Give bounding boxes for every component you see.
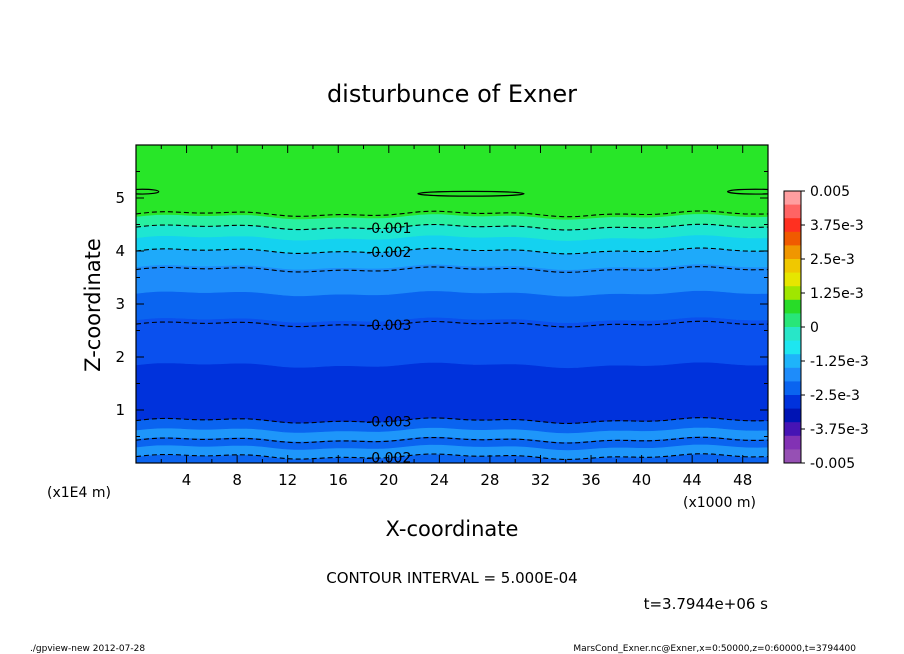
contour-band [136,361,768,424]
contour-band [136,290,768,324]
contour-line [136,453,768,460]
colorbar-swatch [784,395,801,410]
x-axis-unit: (x1000 m) [683,495,756,511]
x-tick-label: 4 [182,471,192,489]
x-tick-label: 16 [329,471,348,489]
contour-label: -0.001 [366,221,411,237]
zero-contour [136,188,160,195]
y-tick-label: 4 [115,242,125,260]
y-tick-label: 1 [115,401,125,419]
colorbar-label: 1.25e-3 [810,286,864,302]
colorbar-swatch [784,313,801,328]
colorbar-swatch [784,354,801,369]
colorbar-swatch [784,408,801,423]
footer-source: MarsCond_Exner.nc@Exner,x=0:50000,z=0:60… [573,644,856,654]
colorbar-label: 3.75e-3 [810,218,864,234]
contour-band [136,316,768,369]
colorbar-label: -1.25e-3 [810,354,869,370]
y-axis-unit: (x1E4 m) [47,485,111,501]
time-text: t=3.7944e+06 s [644,595,769,613]
colorbar-swatch [784,422,801,437]
colorbar-swatch [784,204,801,219]
colorbar-swatch [784,286,801,301]
contour-interval-text: CONTOUR INTERVAL = 5.000E-04 [326,569,577,587]
zero-contours [136,188,768,197]
contour-lines [136,210,768,460]
y-axis-title: Z-coordinate [81,238,105,372]
contour-line [136,247,768,255]
colorbar-swatch [784,272,801,287]
y-tick-label: 2 [115,348,125,366]
colorbar-swatch [784,191,801,206]
contour-band [136,145,768,220]
colorbar-swatch [784,299,801,314]
x-tick-label: 12 [278,471,297,489]
x-tick-label: 8 [232,471,242,489]
colorbar-swatch [784,218,801,233]
colorbar: 0.005 3.75e-3 2.5e-3 1.25e-3 0 -1.25e-3 -2.5e-… [783,184,869,472]
y-axis-ticks: 1 2 3 4 5 [115,144,768,437]
contour-line [136,436,768,444]
contour-label: -0.003 [366,415,411,431]
colorbar-swatch [784,340,801,355]
x-tick-label: 40 [632,471,651,489]
zero-contour [417,190,525,197]
contour-line [136,266,768,273]
colorbar-swatch [784,245,801,260]
contour-line [136,320,768,328]
y-tick-label: 3 [115,295,125,313]
x-tick-label: 48 [733,471,752,489]
colorbar-label: -3.75e-3 [810,422,869,438]
x-axis-ticks: 4 8 12 16 20 24 28 32 36 40 44 48 [160,145,769,489]
colorbar-label: 0 [810,320,819,336]
x-axis-title: X-coordinate [386,517,519,541]
contour-line [136,417,768,424]
colorbar-label: 2.5e-3 [810,252,855,268]
contour-label: -0.003 [366,318,411,334]
x-tick-label: 24 [430,471,449,489]
contour-label: -0.002 [366,245,411,261]
contour-line [136,210,768,218]
x-tick-label: 28 [480,471,499,489]
colorbar-swatch [784,435,801,450]
x-tick-label: 36 [581,471,600,489]
zero-contour [726,188,768,195]
colorbar-swatch [784,327,801,342]
colorbar-swatch [784,231,801,246]
x-tick-label: 32 [531,471,550,489]
colorbar-label: -0.005 [810,456,855,472]
chart-title: disturbunce of Exner [327,80,577,108]
contour-line [136,223,768,231]
contour-fill-bands [136,145,768,463]
x-tick-label: 20 [379,471,398,489]
y-tick-label: 5 [115,189,125,207]
colorbar-swatch [784,381,801,396]
colorbar-swatch [784,367,801,382]
colorbar-label: -2.5e-3 [810,388,860,404]
footer-program: ./gpview-new 2012-07-28 [30,644,145,654]
colorbar-swatch [784,449,801,464]
x-tick-label: 44 [683,471,702,489]
colorbar-swatch [784,259,801,274]
colorbar-label: 0.005 [810,184,850,200]
